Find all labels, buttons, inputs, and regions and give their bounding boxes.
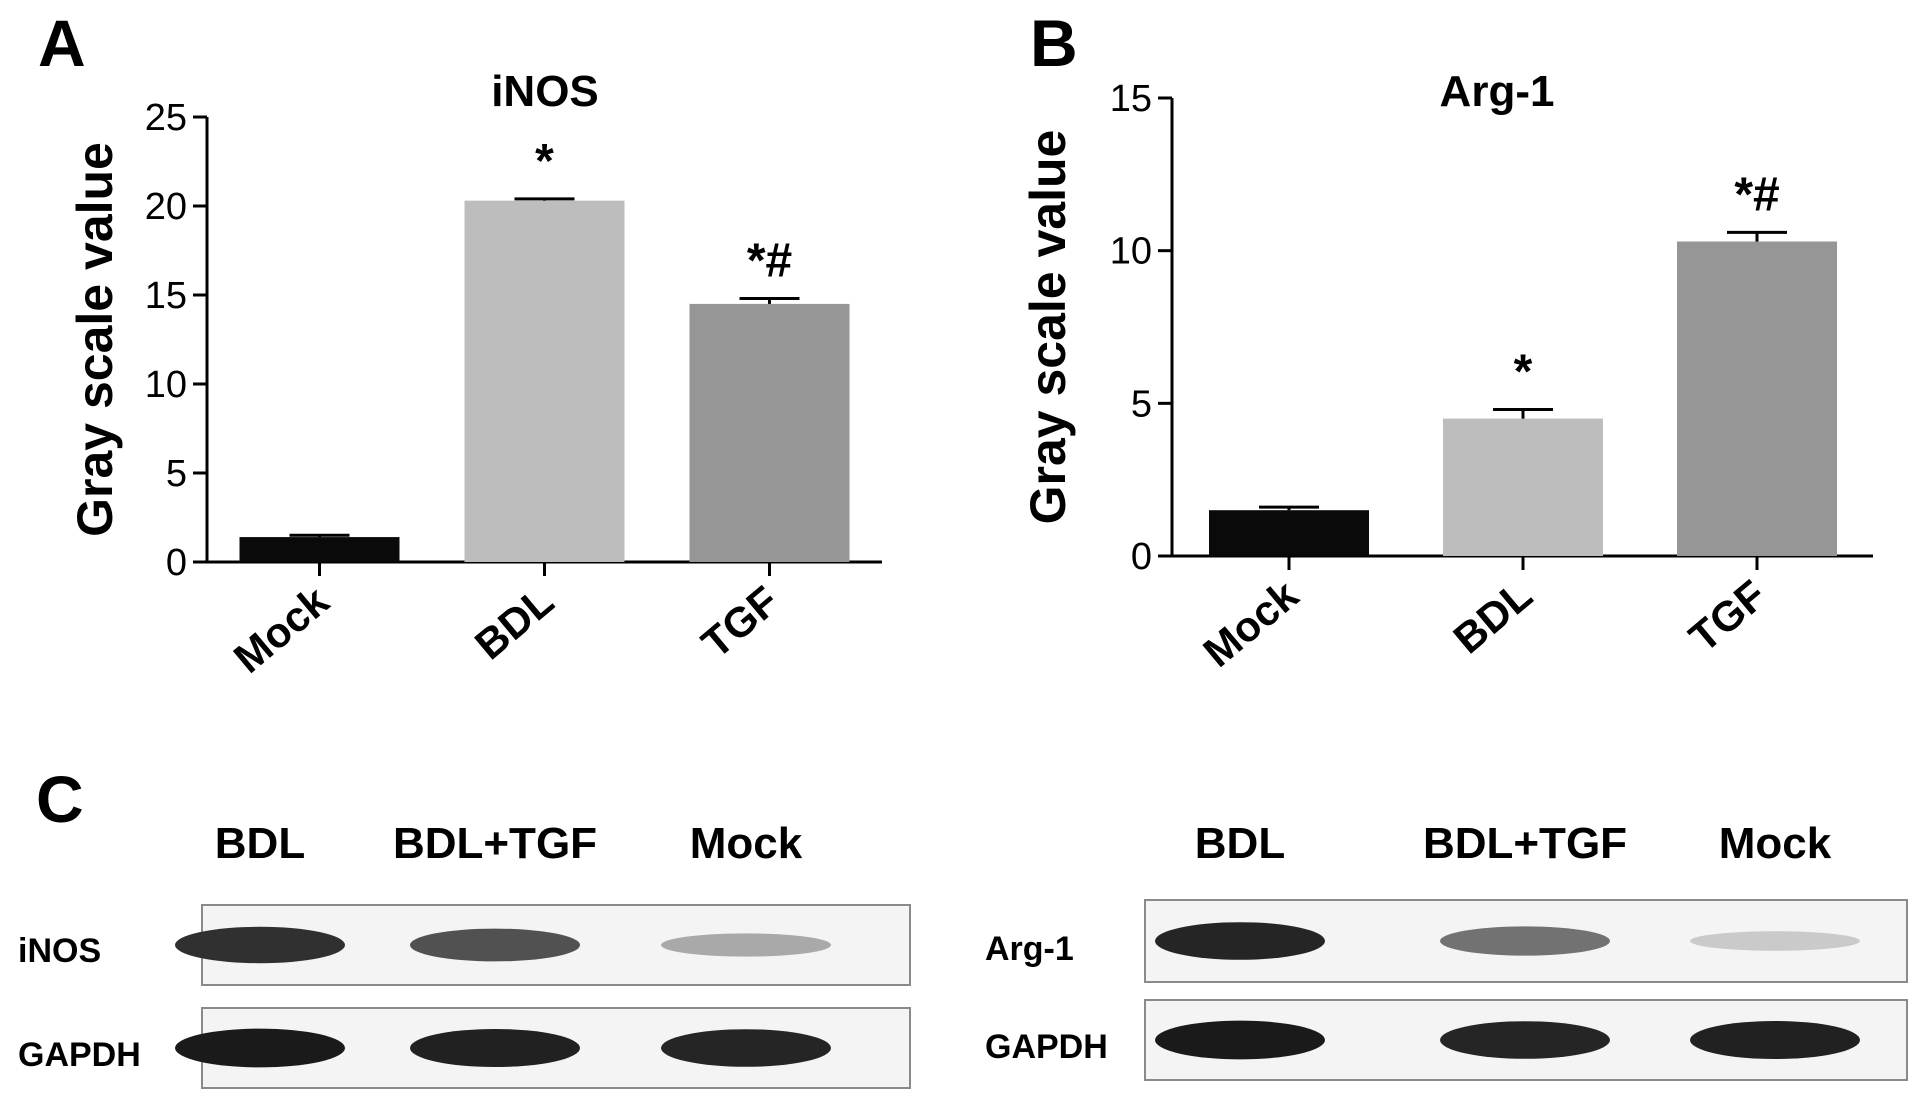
blot-band [1690,931,1860,951]
x-tick-label-bdl: BDL [466,577,562,668]
blot-lane-label: BDL [215,819,305,868]
western-blot-panel: BDL BDL+TGF Mock iNOS GAPDH BDL BDL+TGF Mock Arg… [18,819,1908,1089]
blot-row-label: iNOS [18,932,101,970]
significance-marker: * [535,135,554,188]
blot-lane-label: Mock [1719,819,1832,868]
y-tick-label: 0 [166,542,187,584]
y-tick-label: 0 [1131,536,1152,578]
inos-bar-chart: iNOS Gray scale value 0 5 10 15 20 25 Mock BDL * TG… [67,67,882,682]
y-tick-label: 5 [166,453,187,495]
x-tick-label-tgf: TGF [1680,571,1775,661]
blot-band [1155,1020,1325,1060]
y-tick-label: 15 [145,275,187,317]
blot-band [661,1029,831,1067]
blot-row-label: Arg-1 [985,930,1074,968]
blot-band [661,933,831,957]
bar-bdl [464,200,625,562]
blot-lane-label: BDL+TGF [1423,819,1627,868]
x-tick-label-tgf: TGF [693,577,788,667]
y-tick-label: 10 [1110,231,1152,273]
bar-bdl [1443,418,1603,556]
blot-band [410,1028,580,1068]
significance-marker: *# [747,235,792,288]
bar-tgf [1677,241,1837,557]
blot-band [1690,1020,1860,1060]
blot-band [1440,926,1610,956]
panel-label-b: B [1030,6,1078,80]
blot-band [175,1028,345,1068]
chart-title: iNOS [491,67,599,116]
significance-marker: * [1514,345,1533,398]
y-axis-label: Gray scale value [67,142,123,537]
panel-label-a: A [38,6,86,80]
bar-mock [1209,510,1369,556]
blot-band [1155,922,1325,960]
y-axis-label: Gray scale value [1020,130,1076,525]
x-tick-label-mock: Mock [1194,570,1307,675]
panel-label-c: C [36,762,84,836]
bar-tgf [689,303,850,562]
y-tick-label: 25 [145,97,187,139]
blot-lane-label: BDL [1195,819,1285,868]
x-tick-label-mock: Mock [225,576,338,681]
bar-mock [239,537,400,562]
blot-band [175,926,345,964]
blot-lane-label: BDL+TGF [393,819,597,868]
chart-title: Arg-1 [1440,67,1555,116]
significance-marker: *# [1734,168,1779,221]
blot-lane-label: Mock [690,819,803,868]
blot-band [1440,1021,1610,1059]
arg1-bar-chart: Arg-1 Gray scale value 0 5 10 15 Mock BDL * TGF *# [1020,67,1873,676]
y-tick-label: 20 [145,186,187,228]
blot-row-label: GAPDH [985,1028,1108,1066]
x-tick-label-bdl: BDL [1444,571,1540,662]
y-tick-label: 15 [1110,78,1152,120]
y-tick-label: 10 [145,364,187,406]
blot-row-label: GAPDH [18,1036,141,1074]
y-tick-label: 5 [1131,383,1152,425]
blot-band [410,928,580,962]
